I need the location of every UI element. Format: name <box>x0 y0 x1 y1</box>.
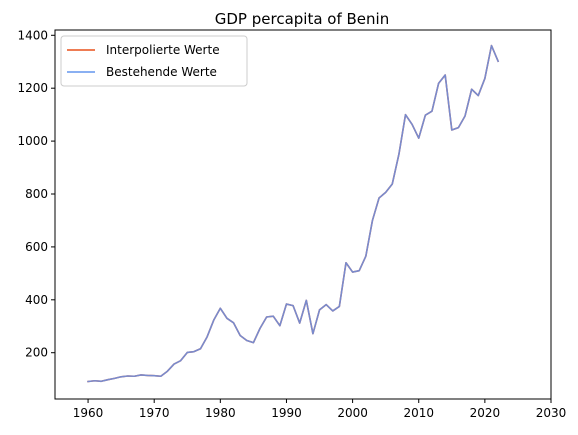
series-layer <box>87 44 500 383</box>
x-tick-label: 1990 <box>271 406 302 420</box>
x-tick-label: 2000 <box>337 406 368 420</box>
x-tick-label: 2020 <box>470 406 501 420</box>
y-tick-label: 400 <box>25 293 48 307</box>
legend-label: Bestehende Werte <box>106 65 217 79</box>
x-tick-label: 1960 <box>73 406 104 420</box>
y-tick-label: 600 <box>25 240 48 254</box>
y-tick-label: 1400 <box>17 28 48 42</box>
chart-title: GDP percapita of Benin <box>215 10 389 28</box>
x-axis: 1960 1970 1980 1990 2000 2010 2020 2030 <box>73 399 566 420</box>
x-tick-label: 1980 <box>205 406 236 420</box>
y-tick-label: 1200 <box>17 81 48 95</box>
x-tick-label: 2010 <box>403 406 434 420</box>
legend-label: Interpolierte Werte <box>106 43 220 57</box>
legend: Interpolierte Werte Bestehende Werte <box>60 35 248 87</box>
legend-box <box>60 35 248 87</box>
y-tick-label: 800 <box>25 187 48 201</box>
y-tick-label: 1000 <box>17 134 48 148</box>
series-line-2 <box>87 44 500 383</box>
x-tick-label: 1970 <box>139 406 170 420</box>
y-axis: 200 400 600 800 1000 1200 1400 <box>17 28 55 360</box>
plot-frame <box>54 29 552 400</box>
x-tick-label: 2030 <box>536 406 567 420</box>
y-tick-label: 200 <box>25 346 48 360</box>
